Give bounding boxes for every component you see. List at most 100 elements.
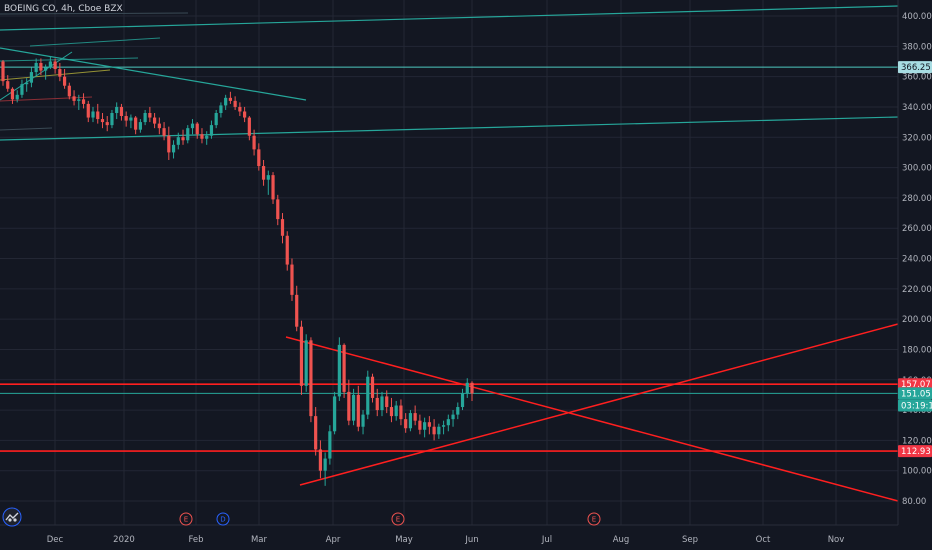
svg-text:151.05: 151.05: [901, 389, 931, 399]
candle: [77, 94, 81, 110]
price-tick-label: 120.00: [902, 436, 932, 446]
tradingview-logo-icon[interactable]: [2, 507, 22, 527]
candle: [167, 126, 171, 160]
candle: [441, 420, 446, 435]
candle: [181, 129, 185, 145]
price-tick-label: 220.00: [902, 285, 932, 295]
candle: [67, 82, 71, 100]
price-tick-label: 320.00: [902, 133, 932, 143]
price-tick-label: 260.00: [902, 224, 932, 234]
candle: [6, 75, 10, 92]
candle: [380, 391, 384, 417]
candle: [152, 113, 157, 129]
dividend-icon[interactable]: D: [216, 512, 230, 526]
time-tick-label: Oct: [756, 535, 771, 545]
candle: [465, 378, 469, 398]
candle: [309, 337, 313, 423]
price-badge: 366.25: [898, 61, 932, 74]
candle: [323, 452, 327, 486]
svg-text:E: E: [184, 516, 188, 524]
earnings-icon[interactable]: E: [179, 512, 193, 526]
trendlines: [0, 5, 899, 502]
candle: [143, 109, 147, 126]
time-axis: Dec 2020 Feb Mar Apr May Jun Jul Aug Sep Oct Nov: [0, 524, 898, 545]
candle: [10, 87, 15, 104]
price-badge: 03:19:17: [898, 399, 932, 412]
candle: [290, 258, 294, 301]
candle: [280, 213, 285, 244]
trendline[interactable]: [0, 116, 899, 141]
candle: [124, 111, 128, 127]
svg-text:D: D: [220, 516, 225, 524]
candle: [91, 106, 95, 123]
price-badge: 151.05: [898, 387, 932, 400]
candle: [29, 67, 34, 88]
candle: [266, 170, 270, 195]
candle: [295, 285, 299, 332]
candle: [1, 59, 5, 86]
candle: [342, 343, 346, 398]
candle: [205, 131, 209, 145]
time-tick-label: Feb: [188, 535, 203, 545]
price-tick-label: 100.00: [902, 467, 932, 477]
candle: [34, 58, 38, 77]
candle: [389, 397, 394, 423]
candle: [171, 140, 176, 159]
price-tick-label: 280.00: [902, 194, 932, 204]
candle: [233, 96, 237, 110]
candle: [209, 120, 214, 139]
candle: [247, 116, 251, 141]
candle: [261, 159, 266, 186]
candle: [394, 400, 398, 421]
candle: [328, 425, 332, 465]
candle: [404, 413, 408, 433]
candle: [451, 410, 455, 427]
candle: [238, 102, 242, 117]
candle: [129, 114, 133, 129]
time-tick-label: Mar: [251, 535, 268, 545]
candle: [224, 94, 228, 110]
price-badge: 157.07: [898, 378, 932, 391]
candle: [138, 119, 142, 133]
candle: [39, 58, 43, 76]
candle: [176, 132, 180, 150]
candle: [427, 416, 431, 435]
svg-text:157.07: 157.07: [901, 380, 931, 390]
candle: [304, 334, 308, 392]
time-tick-label: Sep: [682, 535, 698, 545]
candle: [252, 129, 256, 156]
candle: [58, 62, 62, 82]
price-tick-label: 400.00: [902, 12, 932, 22]
time-tick-label: Apr: [326, 535, 341, 545]
price-tick-label: 80.00: [902, 497, 926, 507]
candle: [186, 125, 190, 144]
trendline[interactable]: [0, 5, 899, 31]
chart-title: BOEING CO, 4h, Cboe BZX: [4, 4, 123, 14]
earnings-icon[interactable]: E: [587, 512, 601, 526]
trendline[interactable]: [0, 47, 307, 101]
candle: [20, 79, 24, 98]
candle: [105, 116, 109, 132]
price-tick-label: 300.00: [902, 164, 932, 174]
candle: [162, 122, 166, 141]
trendline[interactable]: [299, 323, 899, 486]
candle: [413, 405, 417, 426]
candle: [337, 337, 341, 401]
candle: [299, 320, 304, 395]
trendline[interactable]: [285, 336, 899, 502]
candle: [219, 102, 223, 118]
svg-text:E: E: [396, 516, 400, 524]
candle: [460, 388, 465, 411]
grid-lines: [0, 0, 898, 525]
price-badge: 112.93: [898, 445, 932, 458]
candle: [470, 381, 474, 401]
svg-text:112.93: 112.93: [901, 447, 931, 457]
candle: [110, 109, 114, 129]
earnings-icon[interactable]: E: [391, 512, 405, 526]
candle: [195, 122, 199, 139]
candle: [318, 440, 323, 479]
